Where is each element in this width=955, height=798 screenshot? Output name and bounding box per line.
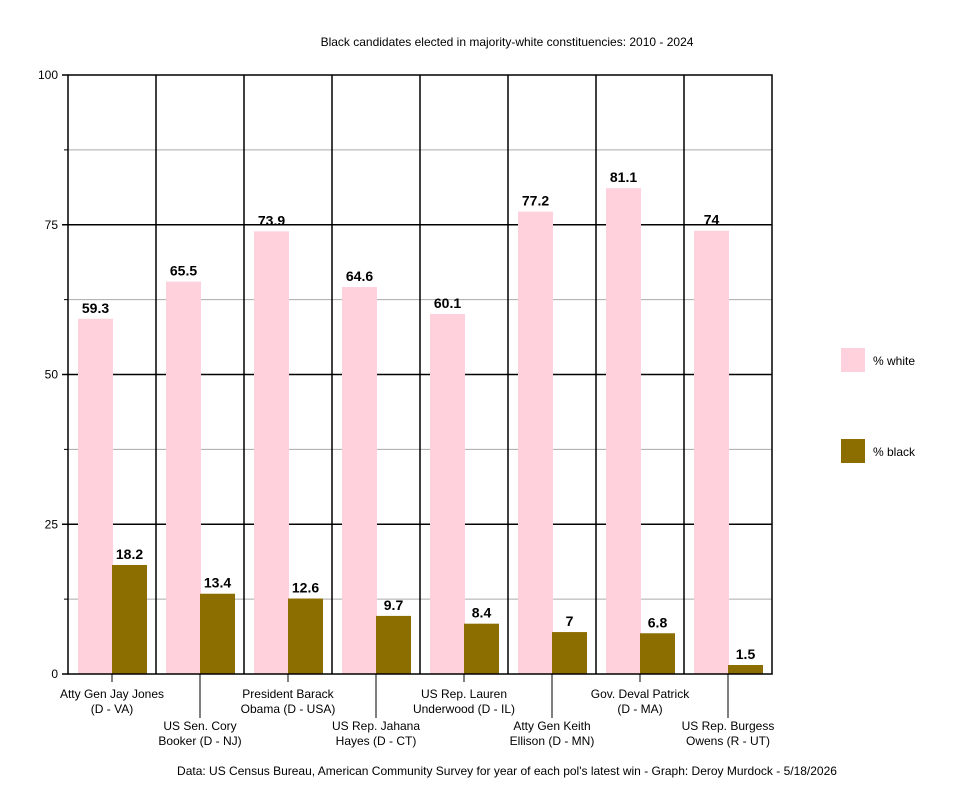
bar-white bbox=[518, 211, 553, 674]
category-label: Atty Gen Jay Jones bbox=[60, 687, 164, 701]
category-label: Underwood (D - IL) bbox=[413, 702, 515, 716]
category-label: Hayes (D - CT) bbox=[336, 734, 417, 748]
bar-black bbox=[200, 593, 235, 674]
legend-label: % black bbox=[873, 445, 916, 459]
data-label: 8.4 bbox=[472, 605, 492, 621]
bar-white bbox=[166, 281, 201, 674]
bar-white bbox=[342, 287, 377, 674]
data-label: 77.2 bbox=[522, 193, 549, 209]
category-label: Booker (D - NJ) bbox=[158, 734, 241, 748]
data-label: 7 bbox=[566, 613, 574, 629]
category-label: Obama (D - USA) bbox=[241, 702, 336, 716]
category-label: Ellison (D - MN) bbox=[510, 734, 595, 748]
data-label: 6.8 bbox=[648, 614, 668, 630]
category-label: (D - VA) bbox=[91, 702, 133, 716]
y-tick-label: 0 bbox=[51, 667, 58, 681]
bar-black bbox=[640, 633, 675, 674]
category-label: President Barack bbox=[242, 687, 334, 701]
data-labels: 59.3 65.5 73.9 64.6 60.1 77.2 81.1 74 18.2 13.4 12… bbox=[82, 169, 756, 662]
category-label: US Rep. Burgess bbox=[682, 719, 775, 733]
axes: 0 25 50 75 100 bbox=[38, 68, 773, 718]
bar-white bbox=[78, 318, 113, 674]
bar-black bbox=[112, 564, 147, 674]
bar-black bbox=[552, 632, 587, 674]
bar-white bbox=[430, 314, 465, 674]
data-label: 74 bbox=[704, 212, 720, 228]
y-tick-label: 100 bbox=[38, 68, 58, 82]
data-label: 81.1 bbox=[610, 169, 637, 185]
category-label: Atty Gen Keith bbox=[513, 719, 590, 733]
data-label: 18.2 bbox=[116, 546, 143, 562]
y-tick-label: 50 bbox=[45, 368, 59, 382]
data-label: 64.6 bbox=[346, 268, 373, 284]
plot-frame bbox=[67, 74, 773, 675]
bars bbox=[78, 188, 763, 675]
bar-white bbox=[694, 230, 729, 675]
source-note: Data: US Census Bureau, American Communi… bbox=[177, 764, 837, 778]
bar-black bbox=[464, 623, 499, 674]
data-label: 59.3 bbox=[82, 300, 109, 316]
bar-black bbox=[728, 665, 763, 674]
legend: % white % black bbox=[841, 348, 916, 463]
bar-white bbox=[254, 231, 289, 675]
bar-black bbox=[376, 615, 411, 674]
data-label: 60.1 bbox=[434, 295, 461, 311]
category-label: US Rep. Jahana bbox=[332, 719, 420, 733]
category-labels: Atty Gen Jay Jones(D - VA) US Sen. CoryBo… bbox=[60, 687, 774, 748]
y-tick-label: 75 bbox=[45, 218, 59, 232]
y-tick-label: 25 bbox=[45, 517, 59, 531]
category-label: Gov. Deval Patrick bbox=[591, 687, 690, 701]
category-label: US Sen. Cory bbox=[163, 719, 236, 733]
legend-swatch bbox=[841, 348, 865, 372]
data-label: 13.4 bbox=[204, 575, 231, 591]
category-label: (D - MA) bbox=[617, 702, 662, 716]
data-label: 12.6 bbox=[292, 580, 319, 596]
data-label: 73.9 bbox=[258, 212, 285, 228]
bar-black bbox=[288, 598, 323, 674]
category-label: Owens (R - UT) bbox=[686, 734, 770, 748]
category-label: US Rep. Lauren bbox=[421, 687, 507, 701]
bar-white bbox=[606, 188, 641, 674]
chart-title: Black candidates elected in majority-whi… bbox=[321, 35, 694, 49]
data-label: 65.5 bbox=[170, 263, 197, 279]
legend-swatch bbox=[841, 439, 865, 463]
legend-label: % white bbox=[873, 354, 915, 368]
data-label: 1.5 bbox=[736, 646, 756, 662]
data-label: 9.7 bbox=[384, 597, 404, 613]
